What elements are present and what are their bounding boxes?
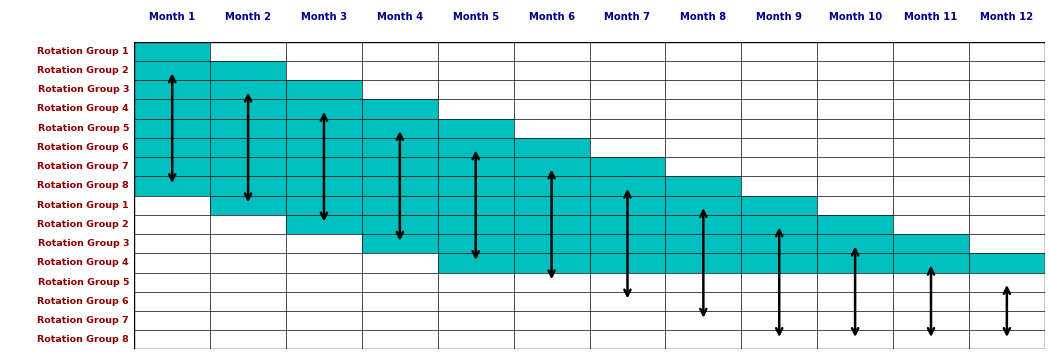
Bar <box>817 215 893 234</box>
Bar <box>817 234 893 253</box>
Bar <box>210 80 286 99</box>
Bar <box>362 157 437 176</box>
Bar <box>134 61 210 80</box>
Bar <box>210 176 286 196</box>
Bar <box>514 215 590 234</box>
Bar <box>665 176 742 196</box>
Bar <box>362 100 437 119</box>
Bar <box>590 215 665 234</box>
Bar <box>210 196 286 215</box>
Bar <box>437 138 514 157</box>
Text: Rotation Group 5: Rotation Group 5 <box>38 124 129 133</box>
Bar <box>286 215 362 234</box>
Bar <box>437 196 514 215</box>
Bar <box>362 176 437 196</box>
Text: Month 9: Month 9 <box>756 12 802 23</box>
Bar <box>590 176 665 196</box>
Text: Rotation Group 3: Rotation Group 3 <box>38 85 129 94</box>
Text: Rotation Group 8: Rotation Group 8 <box>38 181 129 190</box>
Bar <box>134 157 210 176</box>
Bar <box>590 234 665 253</box>
Bar <box>134 119 210 138</box>
Bar <box>665 234 742 253</box>
Bar <box>817 253 893 273</box>
Bar <box>134 138 210 157</box>
Bar <box>665 215 742 234</box>
Bar <box>286 196 362 215</box>
Bar <box>665 253 742 273</box>
Text: Month 10: Month 10 <box>829 12 881 23</box>
Bar <box>437 157 514 176</box>
Bar <box>437 176 514 196</box>
Bar <box>437 215 514 234</box>
Text: Rotation Group 1: Rotation Group 1 <box>38 201 129 210</box>
Bar <box>286 100 362 119</box>
Text: Month 1: Month 1 <box>149 12 195 23</box>
Text: Rotation Group 4: Rotation Group 4 <box>38 104 129 113</box>
Bar <box>514 176 590 196</box>
Bar <box>514 253 590 273</box>
Bar <box>362 196 437 215</box>
Text: Rotation Group 6: Rotation Group 6 <box>38 297 129 306</box>
Bar <box>286 119 362 138</box>
Bar <box>286 138 362 157</box>
Bar <box>210 100 286 119</box>
Bar <box>590 196 665 215</box>
Text: Rotation Group 1: Rotation Group 1 <box>38 47 129 56</box>
Bar <box>286 80 362 99</box>
Bar <box>893 234 969 253</box>
Bar <box>665 196 742 215</box>
Bar <box>514 157 590 176</box>
Bar <box>210 119 286 138</box>
Bar <box>590 157 665 176</box>
Bar <box>437 119 514 138</box>
Text: Rotation Group 2: Rotation Group 2 <box>38 220 129 229</box>
Text: Rotation Group 6: Rotation Group 6 <box>38 143 129 152</box>
Text: Month 12: Month 12 <box>981 12 1033 23</box>
Bar <box>514 196 590 215</box>
Text: Rotation Group 7: Rotation Group 7 <box>38 162 129 171</box>
Bar <box>286 157 362 176</box>
Text: Month 8: Month 8 <box>681 12 726 23</box>
Bar <box>362 119 437 138</box>
Bar <box>362 138 437 157</box>
Bar <box>437 234 514 253</box>
Bar <box>893 253 969 273</box>
Bar <box>969 253 1045 273</box>
Bar <box>514 138 590 157</box>
Text: Rotation Group 2: Rotation Group 2 <box>38 66 129 75</box>
Text: Month 4: Month 4 <box>377 12 423 23</box>
Text: Rotation Group 5: Rotation Group 5 <box>38 278 129 287</box>
Bar <box>362 234 437 253</box>
Text: Month 11: Month 11 <box>904 12 958 23</box>
Text: Month 7: Month 7 <box>604 12 650 23</box>
Text: Month 5: Month 5 <box>453 12 498 23</box>
Bar <box>742 234 817 253</box>
Text: Rotation Group 4: Rotation Group 4 <box>38 258 129 267</box>
Bar <box>210 157 286 176</box>
Bar <box>742 253 817 273</box>
Bar <box>134 42 210 61</box>
Bar <box>742 196 817 215</box>
Bar <box>134 80 210 99</box>
Bar <box>210 138 286 157</box>
Bar <box>514 234 590 253</box>
Text: Rotation Group 7: Rotation Group 7 <box>38 316 129 325</box>
Bar <box>742 215 817 234</box>
Bar <box>134 176 210 196</box>
Bar <box>362 215 437 234</box>
Text: Month 2: Month 2 <box>226 12 271 23</box>
Text: Rotation Group 3: Rotation Group 3 <box>38 239 129 248</box>
Bar <box>134 100 210 119</box>
Bar <box>590 253 665 273</box>
Text: Month 3: Month 3 <box>301 12 347 23</box>
Bar <box>210 61 286 80</box>
Text: Month 6: Month 6 <box>529 12 575 23</box>
Text: Rotation Group 8: Rotation Group 8 <box>38 335 129 344</box>
Bar <box>437 253 514 273</box>
Bar <box>286 176 362 196</box>
